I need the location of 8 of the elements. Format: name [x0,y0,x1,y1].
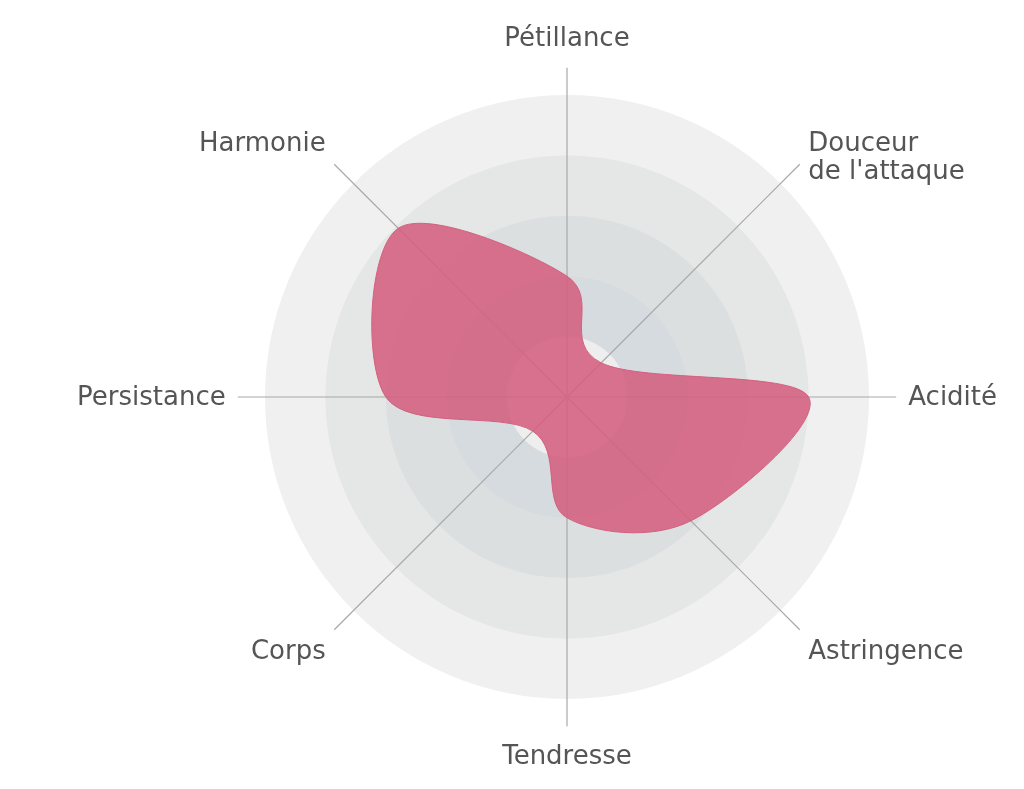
spoke-label: Corps [250,635,326,666]
spoke-label: Persistance [77,381,226,411]
spoke-label: Astringence [808,635,964,666]
spoke-label: Tendresse [501,740,632,771]
spoke-label: Harmonie [199,126,326,157]
spoke-label: Douceur de l'attaque [808,126,965,185]
spoke-label: Acidité [908,381,998,411]
spoke-label: Pétillance [504,21,630,52]
